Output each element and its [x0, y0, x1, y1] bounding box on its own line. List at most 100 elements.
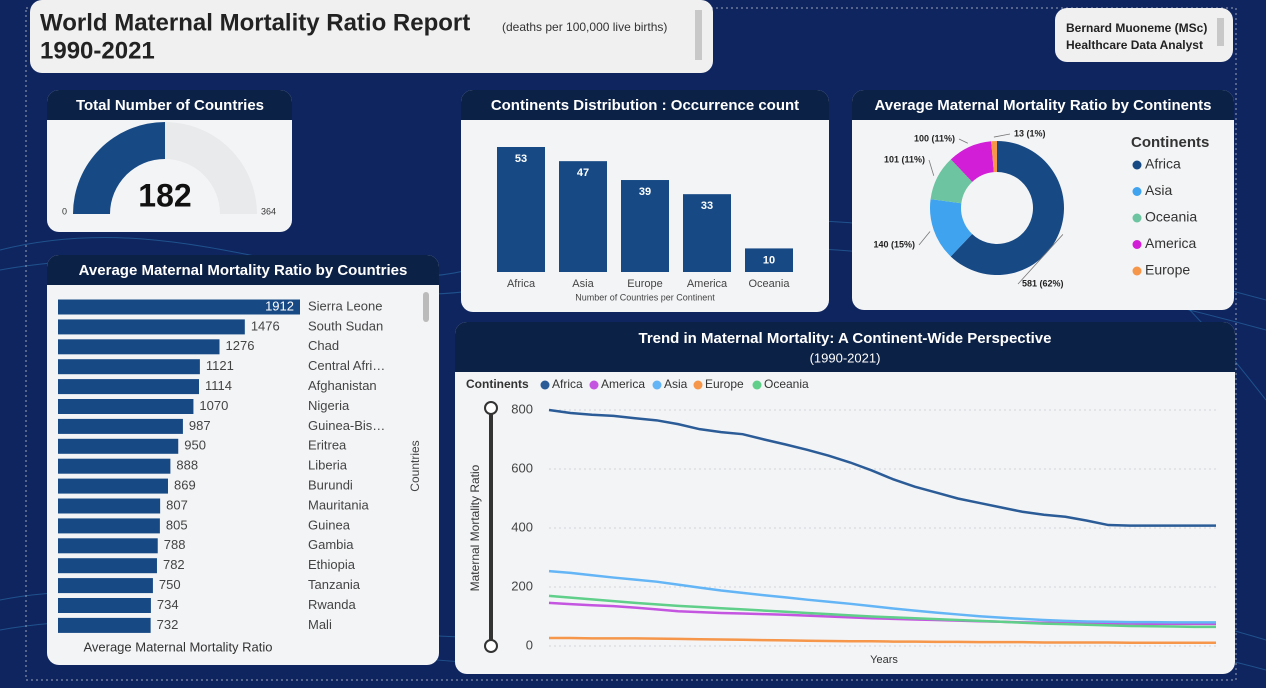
- legend-label: America: [601, 377, 645, 391]
- panel-title: Continents Distribution : Occurrence cou…: [491, 97, 799, 114]
- panel-title: Trend in Maternal Mortality: A Continent…: [639, 330, 1052, 347]
- donut-slice: [930, 159, 973, 204]
- panel-title: Total Number of Countries: [76, 97, 264, 114]
- panel-title-bar: [47, 273, 439, 285]
- x-tick-label: Africa: [507, 278, 536, 290]
- title: World Maternal Mortality Ratio Report: [40, 9, 470, 36]
- author-panel: [1055, 8, 1233, 62]
- x-axis-label: Average Maternal Mortality Ratio: [83, 639, 272, 654]
- gauge-value: [73, 122, 165, 214]
- line-series: [549, 636, 1216, 645]
- panel-title-bar: [47, 108, 292, 120]
- legend-label: Asia: [664, 377, 688, 391]
- legend-marker: [1132, 187, 1142, 196]
- bar: [58, 518, 160, 534]
- y-tick-label: Nigeria: [308, 398, 350, 413]
- bar: [58, 379, 199, 395]
- line-series: [548, 569, 1216, 624]
- line-series: [548, 408, 1216, 527]
- bar: [683, 194, 731, 272]
- header-panel: [30, 0, 713, 73]
- y-tick-label: Central Afri…: [308, 358, 385, 373]
- y-tick-label: Sierra Leone: [308, 298, 382, 313]
- x-axis-label: Number of Countries per Continent: [575, 292, 715, 302]
- x-tick-label: America: [687, 278, 728, 290]
- role: Healthcare Data Analyst: [1066, 38, 1203, 52]
- bar: [58, 299, 300, 315]
- slider-handle: [484, 639, 498, 653]
- y-tick-label: Rwanda: [308, 597, 356, 612]
- bar: [58, 498, 161, 514]
- x-tick-label: Oceania: [749, 278, 791, 290]
- scrollbar: [695, 10, 702, 60]
- bar-value-label: 750: [159, 577, 181, 592]
- bar-value-label: 807: [166, 497, 188, 512]
- donut-value-label: 140 (15%): [873, 239, 915, 249]
- bar: [58, 438, 179, 454]
- bar: [559, 161, 607, 272]
- x-tick-label: Asia: [572, 278, 594, 290]
- unit: (deaths per 100,000 live births): [502, 20, 667, 34]
- bar-value-label: 10: [763, 254, 775, 266]
- panel-subtitle: (1990-2021): [810, 350, 881, 365]
- bar-value-label: 888: [176, 458, 198, 473]
- bar-value-label: 33: [701, 200, 713, 212]
- y-tick-label: Eritrea: [308, 438, 347, 453]
- y-tick-label: 0: [526, 637, 533, 652]
- line-series: [548, 594, 1216, 629]
- donut-value-label: 13 (1%): [1014, 128, 1046, 138]
- y-axis-label: Maternal Mortality Ratio: [468, 464, 482, 591]
- y-axis-label: Countries: [408, 440, 422, 491]
- panel-title: Average Maternal Mortality Ratio by Coun…: [79, 262, 408, 279]
- scrollbar: [423, 292, 429, 322]
- panel-title-bar: [455, 360, 1235, 372]
- y-tick-label: Guinea-Bis…: [308, 418, 385, 433]
- bar-value-label: 1912: [265, 298, 294, 313]
- author: Bernard Muoneme (MSc): [1066, 21, 1207, 35]
- bar: [745, 248, 793, 272]
- bar-value-label: 1476: [251, 318, 280, 333]
- legend-label: Africa: [1145, 156, 1181, 172]
- bar: [58, 598, 151, 613]
- bar-value-label: 732: [157, 617, 179, 632]
- donut-slice: [930, 199, 973, 257]
- bar: [58, 478, 168, 494]
- bar: [58, 418, 183, 434]
- donut-value-label: 101 (11%): [884, 154, 925, 164]
- bar-value-label: 1114: [205, 378, 232, 393]
- bar: [58, 538, 158, 554]
- leader-line: [918, 231, 931, 246]
- leader-line: [928, 159, 935, 176]
- bar-value-label: 734: [157, 597, 179, 612]
- panel-title-bar: [455, 322, 1235, 372]
- slider-handle: [484, 401, 498, 415]
- bar-value-label: 869: [174, 478, 196, 493]
- y-tick-label: Tanzania: [308, 577, 361, 592]
- y-tick-label: 800: [511, 401, 533, 416]
- y-tick-label: Afghanistan: [308, 378, 377, 393]
- bar-value-label: 39: [639, 186, 651, 198]
- legend-label: Oceania: [764, 377, 809, 391]
- legend-title: Continents: [466, 377, 529, 391]
- legend-label: America: [1145, 235, 1197, 251]
- leader-line: [1017, 234, 1064, 285]
- legend-marker: [1132, 160, 1142, 170]
- gauge-min: 0: [62, 206, 67, 216]
- line-series: [548, 601, 1216, 626]
- gauge-label: 182: [138, 177, 191, 213]
- bar-value-label: 53: [515, 153, 527, 165]
- bar-value-label: 1121: [206, 358, 234, 373]
- bar-value-label: 47: [577, 167, 589, 179]
- legend-marker: [652, 380, 662, 390]
- y-tick-label: South Sudan: [308, 318, 383, 333]
- donut-slice: [950, 141, 994, 182]
- legend-marker: [1132, 266, 1142, 276]
- legend-marker: [540, 380, 550, 390]
- y-tick-label: Liberia: [308, 458, 348, 473]
- donut-slice: [991, 141, 997, 173]
- y-tick-label: Gambia: [308, 537, 354, 552]
- bar: [58, 617, 151, 633]
- legend-label: Asia: [1145, 182, 1172, 198]
- y-tick-label: Ethiopia: [308, 557, 356, 572]
- y-tick-label: 400: [511, 519, 533, 534]
